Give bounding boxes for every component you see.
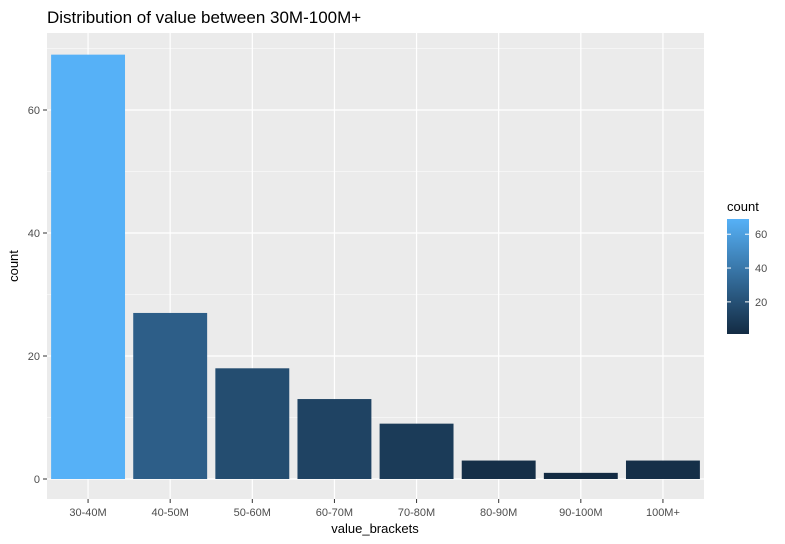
x-tick-label: 100M+ <box>646 507 680 519</box>
chart-title: Distribution of value between 30M-100M+ <box>47 8 361 27</box>
bar-70-80M <box>379 423 454 479</box>
bar-60-70M <box>297 399 372 479</box>
legend-tick-label: 60 <box>755 229 767 241</box>
bar-40-50M <box>133 312 208 479</box>
bars <box>51 54 700 480</box>
x-tick-label: 80-90M <box>480 507 517 519</box>
bar-80-90M <box>461 460 536 479</box>
y-axis-title: count <box>6 250 21 282</box>
x-tick-label: 30-40M <box>69 507 106 519</box>
legend: count 20 40 60 <box>727 199 767 334</box>
legend-colorbar <box>727 219 749 334</box>
legend-tick-label: 20 <box>755 297 767 309</box>
x-tick-label: 70-80M <box>398 507 435 519</box>
legend-tick-label: 40 <box>755 263 767 275</box>
x-tick-label: 40-50M <box>152 507 189 519</box>
x-tick-label: 90-100M <box>559 507 602 519</box>
bar-90-100M <box>543 472 618 479</box>
y-tick-label: 20 <box>28 351 40 363</box>
bar-30-40M <box>51 54 126 480</box>
legend-ticks: 20 40 60 <box>727 229 767 309</box>
x-axis-title: value_brackets <box>331 521 419 536</box>
y-tick-label: 40 <box>28 228 40 240</box>
x-tick-label: 50-60M <box>234 507 271 519</box>
y-tick-label: 0 <box>34 474 40 486</box>
y-tick-label: 60 <box>28 105 40 117</box>
bar-50-60M <box>215 368 290 479</box>
bar-100M+ <box>625 460 700 479</box>
y-axis: 0 20 40 60 <box>28 105 47 486</box>
legend-title: count <box>727 199 759 214</box>
x-tick-label: 60-70M <box>316 507 353 519</box>
x-axis: 30-40M 40-50M 50-60M 60-70M 70-80M 80-90M 90-1… <box>69 499 680 519</box>
